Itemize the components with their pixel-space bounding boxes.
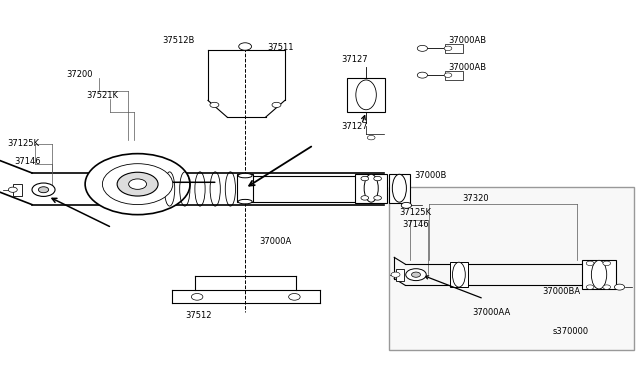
Ellipse shape: [364, 174, 378, 202]
Text: 37000AA: 37000AA: [472, 308, 511, 317]
Ellipse shape: [238, 199, 252, 204]
Bar: [445, 71, 463, 80]
Circle shape: [444, 73, 452, 77]
Text: 37512B: 37512B: [163, 36, 195, 45]
Circle shape: [191, 294, 203, 300]
Circle shape: [85, 154, 190, 215]
Text: 37125K: 37125K: [399, 208, 431, 217]
Circle shape: [361, 196, 369, 200]
Text: 37512: 37512: [186, 311, 212, 320]
Circle shape: [117, 172, 158, 196]
Text: 37146: 37146: [402, 221, 429, 230]
Bar: [445, 44, 463, 53]
Ellipse shape: [356, 80, 376, 110]
Circle shape: [239, 43, 252, 50]
Text: 37125K: 37125K: [8, 139, 40, 148]
Circle shape: [417, 72, 428, 78]
Circle shape: [406, 269, 426, 280]
Circle shape: [444, 46, 452, 51]
Circle shape: [374, 176, 381, 181]
Circle shape: [401, 202, 412, 208]
Ellipse shape: [392, 174, 406, 202]
Circle shape: [289, 294, 300, 300]
Bar: [389, 174, 410, 203]
Circle shape: [367, 135, 375, 140]
Bar: [237, 174, 253, 202]
Circle shape: [38, 187, 49, 193]
Text: 37146: 37146: [14, 157, 41, 166]
Circle shape: [102, 164, 173, 205]
Circle shape: [361, 176, 369, 181]
Text: 37521K: 37521K: [86, 91, 118, 100]
Text: 37000B: 37000B: [415, 171, 447, 180]
Circle shape: [586, 261, 594, 266]
Bar: [355, 174, 387, 203]
Text: 37000A: 37000A: [259, 237, 291, 246]
Circle shape: [210, 102, 219, 108]
Circle shape: [586, 285, 594, 289]
Text: 37127: 37127: [341, 55, 368, 64]
Text: 37000AB: 37000AB: [448, 63, 486, 72]
Circle shape: [374, 196, 381, 200]
Bar: [347, 78, 385, 112]
Bar: [582, 260, 616, 289]
Circle shape: [417, 45, 428, 51]
Bar: [13, 184, 22, 196]
Ellipse shape: [452, 262, 465, 287]
Circle shape: [391, 272, 400, 277]
Ellipse shape: [238, 173, 252, 178]
Text: 37000BA: 37000BA: [543, 287, 581, 296]
Text: 37200: 37200: [66, 70, 92, 79]
Circle shape: [32, 183, 55, 196]
Circle shape: [129, 179, 147, 189]
Ellipse shape: [591, 260, 607, 289]
Text: 37320: 37320: [463, 193, 490, 203]
Circle shape: [8, 187, 17, 192]
Text: 37127: 37127: [341, 122, 368, 131]
Bar: [396, 269, 404, 280]
Circle shape: [603, 285, 611, 289]
Bar: [450, 262, 468, 287]
Circle shape: [603, 261, 611, 266]
Circle shape: [614, 284, 625, 290]
Text: 37000AB: 37000AB: [448, 36, 486, 45]
Circle shape: [412, 272, 420, 277]
Text: s370000: s370000: [552, 327, 588, 336]
Bar: [389, 187, 634, 350]
Circle shape: [272, 102, 281, 108]
Text: 37511: 37511: [268, 43, 294, 52]
